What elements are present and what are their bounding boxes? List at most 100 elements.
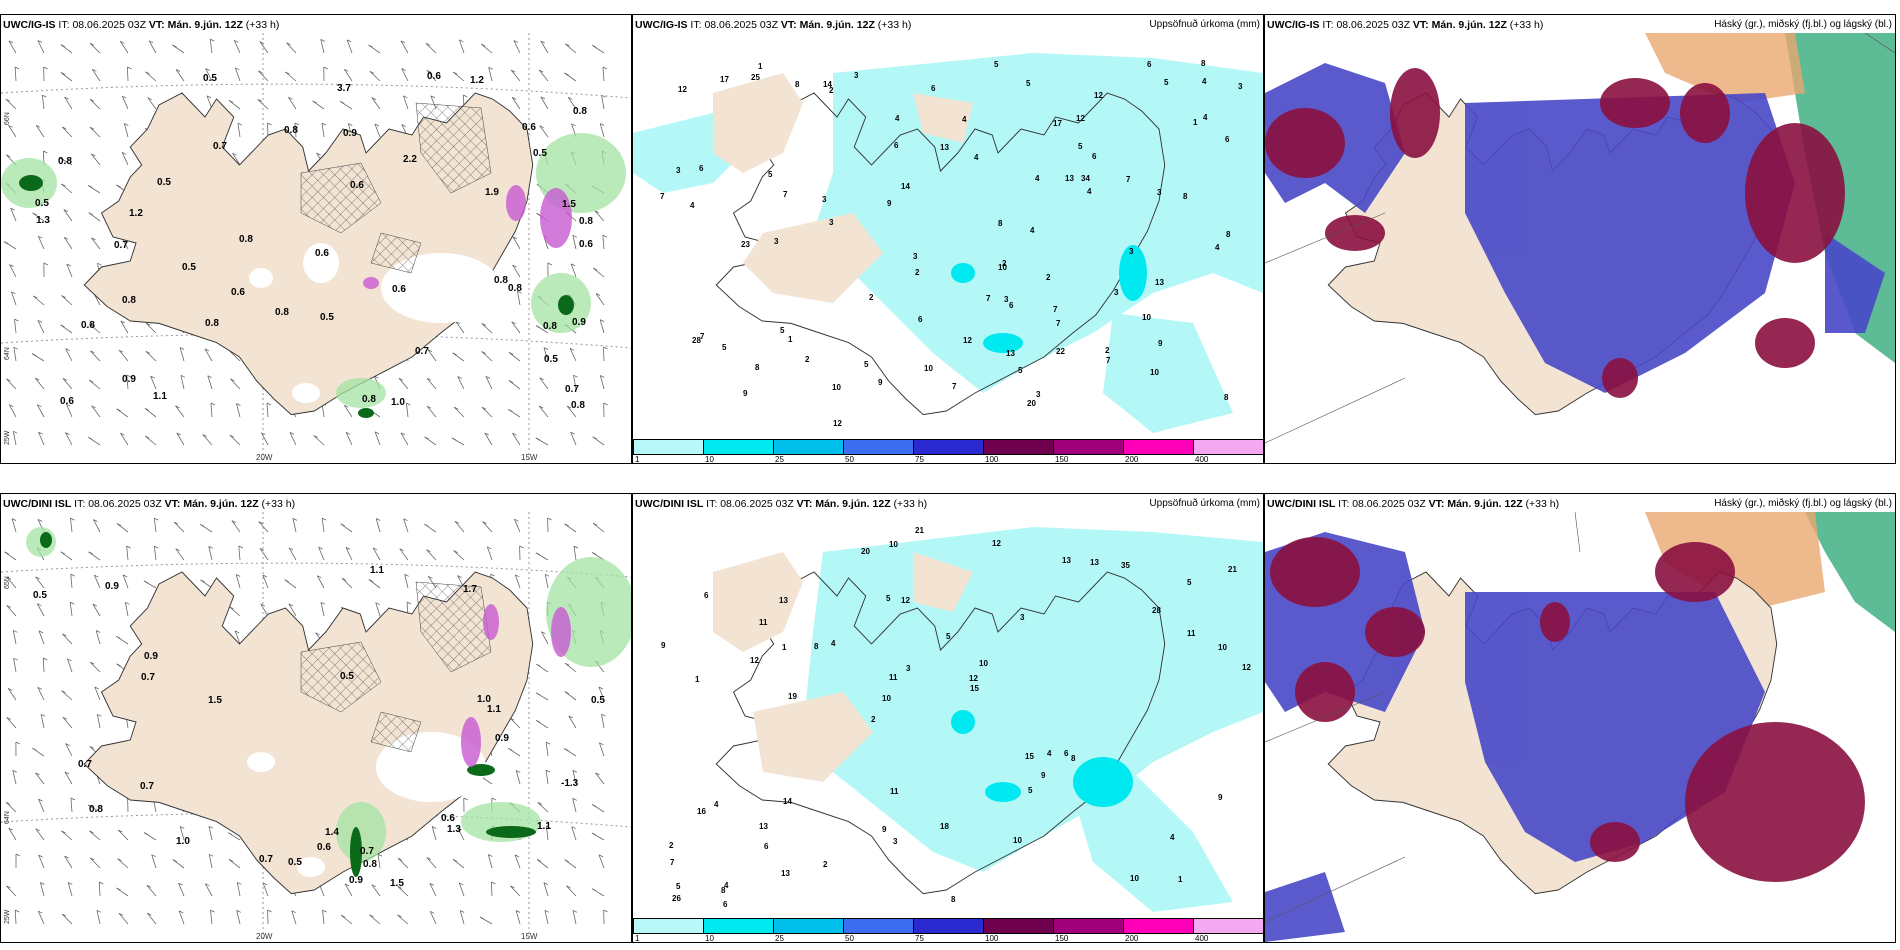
wind-barb-flag [66,403,71,407]
wind-barb [147,97,157,110]
wind-barb-flag [91,153,96,157]
wind-barb-flag [118,829,123,833]
map-value-label: 8 [721,886,726,895]
precip-heavier [951,710,1133,807]
colorbar-segment [843,439,914,455]
wind-barb [592,522,605,533]
wind-barb-flag [481,323,486,326]
map-value-label: 4 [1215,243,1220,252]
wind-barb-flag [120,320,125,324]
map-value-label: 10 [1130,874,1139,883]
graticule [1265,33,1895,444]
map-value-label: 0.8 [81,320,95,331]
wind-barb-flag [459,39,464,43]
wind-barb-flag [512,432,517,436]
colorbar-label: 75 [915,455,924,464]
wind-barb [260,432,269,446]
wind-barb-flag [89,379,94,383]
panel-header: UWC/IG-IS IT: 08.06.2025 03Z VT: Mán. 9.… [1267,19,1543,31]
map-value-label: 2 [669,841,674,850]
precip-values: 3215754322533346453326107463774781253105… [660,59,1243,428]
wind-barb-flag [481,351,486,354]
wind-barb-flag [238,545,243,549]
wind-barb [153,518,157,533]
wind-barb-flag [426,857,431,860]
map-value-label: 5 [1164,78,1169,87]
wind-barb [573,375,577,390]
wind-barb [61,126,73,138]
map-value-label: 0.5 [157,177,171,188]
map-value-label: 18 [940,822,949,831]
wind-barb-flag [484,432,489,436]
wind-barb [38,854,45,869]
map-value-label: 22 [1056,347,1065,356]
wind-barb [517,291,521,306]
wind-barb-flag [545,573,550,577]
map-value-label: 0.7 [360,846,374,857]
wind-barb [536,858,549,869]
wind-barb-flag [236,403,241,406]
map-value-label: 0.7 [140,781,154,792]
wind-barb-flag [543,347,549,350]
wind-barb-flag [452,352,457,356]
vt-label: VT: [1412,19,1429,31]
wind-barb-flag [66,263,71,267]
wind-barb-flag [70,517,75,521]
wind-barb-flag [121,151,127,155]
map-value-label: 0.8 [579,216,593,227]
wind-barb [544,910,549,925]
map-value-label: 0.8 [363,859,377,870]
map-value-label: 2.2 [403,154,417,165]
wind-barb-flag [316,152,321,156]
colorbar-segment [703,918,774,934]
map-value-label: 8 [1071,754,1076,763]
wind-barb [369,71,381,82]
colorbar-segment [913,918,984,934]
wind-barb-flag [400,432,406,436]
wind-barb-flag [602,234,607,238]
wind-barb-flag [424,523,429,527]
map-value-label: 9 [878,378,883,387]
wind-barb [11,291,17,306]
wind-barb-flag [64,236,69,240]
wind-barb [228,99,241,110]
wind-barb [543,347,549,362]
wind-barb-flag [37,320,43,323]
wind-barb [345,547,353,561]
vt-label: VT: [1428,498,1445,510]
map-value-label: 26 [672,894,681,903]
panel-ig-cloud: UWC/IG-IS IT: 08.06.2025 03Z VT: Mán. 9.… [1264,14,1896,464]
wind-barb [397,886,409,897]
wind-barb-flag [535,552,541,556]
map-value-label: 9 [661,641,666,650]
wind-barb-flag [374,123,380,127]
wind-barb [514,854,521,869]
wind-barb [179,347,185,362]
product-title: Háský (gr.), miðský (fj.bl.) og lágský (… [1714,498,1892,509]
panel-dini-cloud: UWC/DINI ISL IT: 08.06.2025 03Z VT: Mán.… [1264,493,1896,943]
wind-barb-flag [568,715,573,719]
high-cloud-edge [1645,33,1805,103]
wind-barb-flag [175,69,181,72]
colorbar-segment [633,439,704,455]
wind-barb-flag [37,40,42,43]
wind-barb-flag [151,854,156,858]
map-value-label: 6 [1064,749,1069,758]
wind-barb [229,606,241,617]
wind-barb-flag [266,402,272,406]
map-value-label: 0.9 [349,875,363,886]
map-value-label: 0.9 [343,128,357,139]
wind-barb [62,717,73,729]
wind-barb-flag [512,264,517,268]
map-value-label: 13 [779,596,788,605]
wind-barb [340,914,353,925]
wind-barb [6,605,17,617]
wind-barb-flag [8,688,13,691]
wind-barb [374,123,381,138]
wind-barb [70,797,73,813]
map-value-label: 2 [823,860,828,869]
map-value-label: 28 [1152,606,1161,615]
panel-header: UWC/DINI ISL IT: 08.06.2025 03Z VT: Mán.… [1267,498,1559,510]
wind-barb-flag [179,347,185,350]
wind-barb-flag [145,350,151,354]
